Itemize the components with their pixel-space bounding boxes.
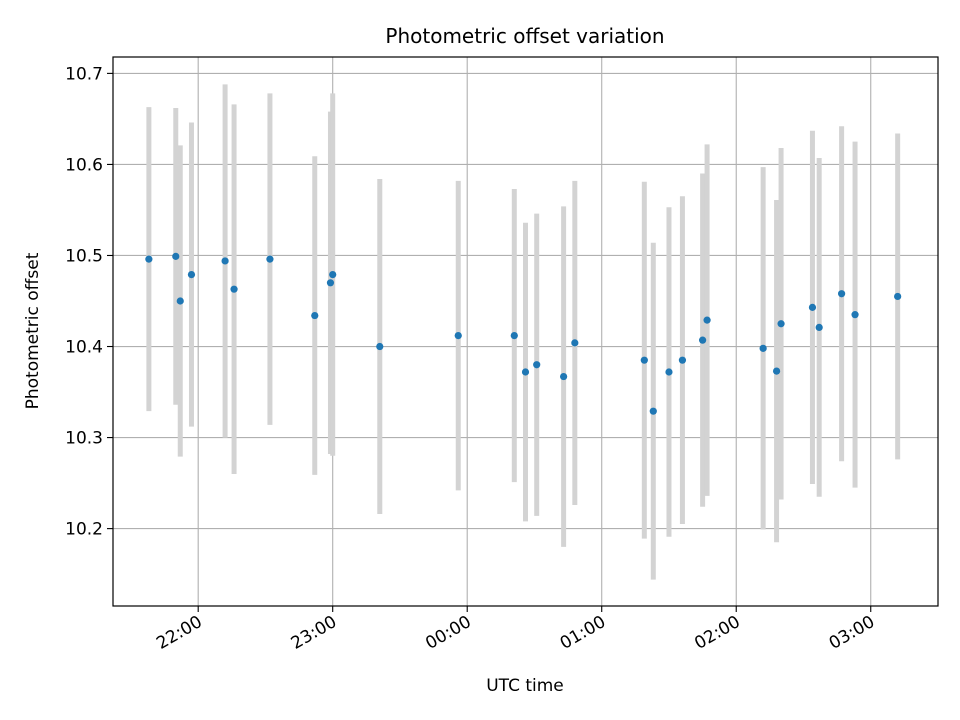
data-point bbox=[571, 339, 579, 347]
data-point bbox=[533, 361, 541, 369]
data-point bbox=[777, 320, 785, 328]
data-point bbox=[759, 344, 767, 352]
plot-frame bbox=[112, 56, 939, 607]
data-point bbox=[145, 255, 153, 263]
data-point bbox=[329, 270, 337, 279]
data-point bbox=[510, 331, 518, 340]
data-point bbox=[649, 407, 657, 415]
x-axis-label: UTC time bbox=[486, 676, 564, 696]
chart-title: Photometric offset variation bbox=[385, 24, 664, 48]
data-point bbox=[176, 297, 184, 305]
data-point bbox=[326, 279, 335, 287]
data-point bbox=[894, 292, 902, 301]
data-points bbox=[145, 252, 902, 415]
data-point bbox=[454, 331, 462, 340]
y-tick-label: 10.3 bbox=[65, 429, 103, 449]
data-point bbox=[703, 316, 711, 324]
y-tick-label: 10.7 bbox=[65, 64, 103, 84]
data-point bbox=[640, 356, 648, 364]
data-point bbox=[521, 368, 530, 376]
data-point bbox=[230, 285, 238, 293]
y-tick-label: 10.6 bbox=[65, 155, 103, 175]
data-point bbox=[187, 270, 196, 279]
data-point bbox=[772, 367, 781, 375]
y-axis-ticks: 10.2 10.3 10.4 10.5 10.6 10.7 bbox=[65, 64, 113, 540]
y-tick-label: 10.2 bbox=[65, 520, 103, 540]
data-point bbox=[172, 252, 180, 260]
data-point bbox=[266, 255, 274, 263]
y-tick-label: 10.4 bbox=[65, 338, 103, 358]
data-point bbox=[311, 311, 319, 320]
data-point bbox=[665, 368, 673, 376]
data-point bbox=[808, 303, 817, 311]
data-point bbox=[699, 336, 707, 344]
y-tick-label: 10.5 bbox=[65, 246, 103, 266]
data-point bbox=[838, 290, 846, 298]
data-point bbox=[851, 311, 859, 319]
data-point bbox=[678, 356, 687, 364]
data-point bbox=[560, 372, 568, 381]
y-axis-label: Photometric offset bbox=[23, 252, 43, 409]
data-point bbox=[221, 257, 229, 265]
data-point bbox=[815, 323, 823, 332]
data-point bbox=[376, 342, 384, 351]
